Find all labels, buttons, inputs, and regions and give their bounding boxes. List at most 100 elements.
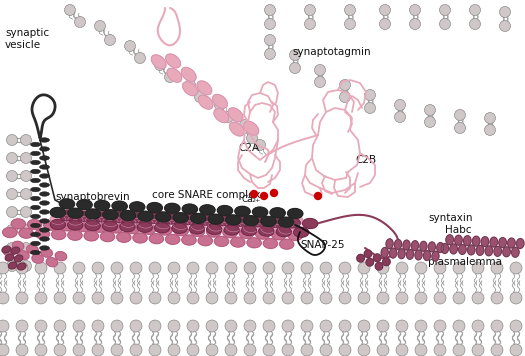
Circle shape [485, 112, 496, 124]
Circle shape [282, 262, 294, 274]
Ellipse shape [476, 245, 484, 255]
Circle shape [472, 292, 484, 304]
Ellipse shape [59, 206, 75, 216]
Circle shape [289, 49, 300, 61]
Ellipse shape [125, 224, 140, 234]
Ellipse shape [441, 244, 448, 253]
Ellipse shape [228, 108, 243, 122]
Circle shape [0, 292, 9, 304]
Ellipse shape [130, 209, 145, 219]
Circle shape [396, 344, 408, 356]
Circle shape [130, 262, 142, 274]
Circle shape [434, 262, 446, 274]
Circle shape [54, 262, 66, 274]
Ellipse shape [30, 223, 40, 228]
Circle shape [6, 242, 17, 253]
Ellipse shape [243, 223, 258, 232]
Circle shape [510, 344, 522, 356]
Circle shape [491, 292, 503, 304]
Ellipse shape [30, 169, 40, 174]
Ellipse shape [302, 219, 318, 229]
Circle shape [149, 320, 161, 332]
Circle shape [130, 344, 142, 356]
Ellipse shape [244, 121, 259, 135]
Circle shape [104, 35, 116, 46]
Circle shape [134, 52, 145, 63]
Circle shape [225, 292, 237, 304]
Ellipse shape [30, 178, 40, 183]
Ellipse shape [18, 251, 29, 260]
Ellipse shape [278, 217, 293, 227]
Circle shape [54, 292, 66, 304]
Ellipse shape [403, 240, 410, 250]
Circle shape [339, 292, 351, 304]
Text: synaptotagmin: synaptotagmin [292, 47, 371, 57]
Ellipse shape [217, 205, 233, 215]
Ellipse shape [154, 223, 170, 233]
Ellipse shape [197, 81, 212, 95]
Ellipse shape [229, 122, 244, 136]
Ellipse shape [39, 183, 49, 187]
Ellipse shape [437, 242, 444, 252]
Circle shape [340, 79, 351, 90]
Ellipse shape [120, 218, 135, 227]
Ellipse shape [183, 82, 197, 96]
Circle shape [223, 111, 234, 122]
Circle shape [168, 320, 180, 332]
Ellipse shape [50, 220, 66, 230]
Circle shape [35, 262, 47, 274]
Circle shape [469, 5, 480, 16]
Circle shape [6, 261, 17, 272]
Circle shape [0, 344, 9, 356]
Text: C2A: C2A [238, 143, 259, 153]
Circle shape [92, 262, 104, 274]
Ellipse shape [14, 255, 23, 262]
Circle shape [320, 320, 332, 332]
Circle shape [225, 262, 237, 274]
Circle shape [206, 320, 218, 332]
Circle shape [16, 262, 28, 274]
Circle shape [289, 63, 300, 73]
Ellipse shape [239, 229, 254, 239]
Circle shape [394, 111, 405, 122]
Circle shape [265, 19, 276, 30]
Circle shape [130, 292, 142, 304]
Circle shape [344, 5, 355, 16]
Circle shape [499, 6, 510, 17]
Ellipse shape [485, 246, 492, 256]
Ellipse shape [30, 151, 40, 156]
Circle shape [16, 320, 28, 332]
Ellipse shape [147, 210, 162, 220]
Circle shape [6, 171, 17, 182]
Ellipse shape [8, 262, 17, 269]
Ellipse shape [84, 231, 98, 241]
Circle shape [16, 292, 28, 304]
Circle shape [491, 262, 503, 274]
Circle shape [358, 320, 370, 332]
Circle shape [244, 344, 256, 356]
Circle shape [225, 344, 237, 356]
Ellipse shape [173, 220, 188, 230]
Ellipse shape [198, 95, 213, 109]
Ellipse shape [494, 246, 501, 256]
Circle shape [225, 320, 237, 332]
Circle shape [250, 190, 257, 198]
Ellipse shape [158, 225, 172, 235]
Ellipse shape [92, 222, 107, 232]
Circle shape [263, 320, 275, 332]
Circle shape [6, 135, 17, 146]
Ellipse shape [30, 142, 40, 147]
Ellipse shape [279, 239, 294, 249]
Ellipse shape [481, 237, 489, 247]
Circle shape [301, 292, 313, 304]
Circle shape [0, 262, 9, 274]
Ellipse shape [30, 214, 40, 219]
Circle shape [364, 89, 375, 100]
Ellipse shape [200, 212, 215, 222]
Ellipse shape [256, 229, 270, 239]
Ellipse shape [39, 237, 49, 241]
Ellipse shape [155, 212, 171, 222]
Ellipse shape [39, 174, 49, 178]
Circle shape [215, 99, 226, 110]
Circle shape [6, 188, 17, 199]
